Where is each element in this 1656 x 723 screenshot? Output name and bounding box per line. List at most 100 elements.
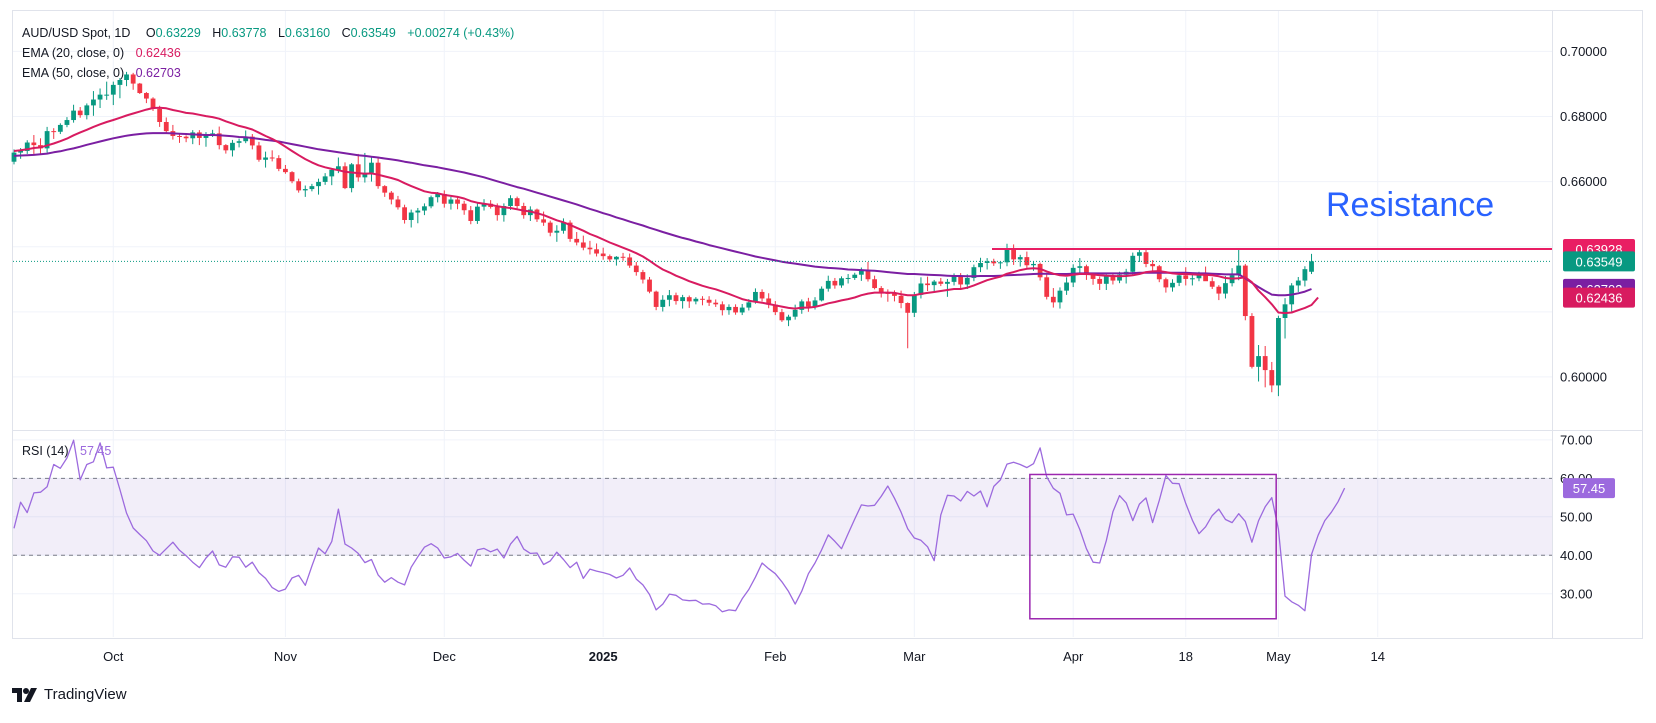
time-axis-tick-label: Oct [103, 649, 124, 664]
candle-body [514, 198, 520, 206]
candle-body [858, 270, 864, 275]
candle-body [342, 166, 348, 189]
candle-body [422, 206, 427, 211]
candle-body [236, 141, 242, 143]
candle-body [24, 142, 30, 151]
candle-body [455, 199, 460, 204]
candle-body [296, 181, 302, 191]
candle-body [918, 283, 924, 295]
candle-body [362, 172, 368, 178]
legend-close-value: 0.63549 [351, 26, 396, 40]
legend-high-label: H [212, 26, 221, 40]
candle-body [316, 181, 321, 187]
time-axis-tick-label: 18 [1179, 649, 1193, 664]
candle-body [11, 152, 17, 162]
candle-body [1017, 257, 1023, 260]
candle-body [839, 278, 844, 286]
candle-body [852, 274, 858, 278]
chart-frame [12, 10, 1643, 639]
candle-body [355, 164, 361, 178]
candle-body [435, 193, 441, 198]
candle-body [51, 131, 57, 133]
candle-body [627, 257, 633, 266]
rsi-line [13, 439, 1346, 613]
legend-ema50-value: 0.62703 [136, 66, 181, 80]
legend-ema20-value: 0.62436 [136, 46, 181, 60]
candle-body [633, 265, 639, 273]
candle-body [475, 206, 480, 221]
candle-body [832, 280, 838, 286]
candle-body [792, 309, 798, 317]
svg-text:EMA (20, close, 0) 0.6: EMA (20, close, 0) 0.62436 [22, 46, 181, 60]
tradingview-footer[interactable]: TradingView [12, 686, 127, 703]
price-axis-tick-label: 0.70000 [1560, 44, 1607, 59]
candle-body [925, 283, 930, 286]
candle-body [673, 295, 679, 302]
candle-body [806, 301, 811, 307]
rsi-axis-tick-label: 70.00 [1560, 432, 1593, 447]
candle-body [1176, 275, 1182, 283]
candle-body [216, 133, 222, 146]
close-price-tag: 0.63549 [1576, 254, 1623, 269]
candle-body [620, 256, 626, 258]
candle-body [878, 288, 884, 293]
candle-body [1223, 283, 1228, 294]
candle-body [97, 94, 103, 100]
candle-body [753, 291, 758, 303]
close-price-tag-bg [1563, 251, 1635, 272]
legend-rsi-label: RSI (14) [22, 444, 69, 458]
price-axis-tick-label: 0.66000 [1560, 174, 1607, 189]
candle-body [388, 192, 394, 200]
legend-high-value: 0.63778 [221, 26, 266, 40]
candle-body [1282, 304, 1288, 318]
candle-body [1077, 266, 1083, 268]
rsi-axis-tick-label: 40.00 [1560, 548, 1593, 563]
svg-text:AUD/USD Spot, 1D O0.63: AUD/USD Spot, 1D O0.63229 H0.63778 L0.63… [22, 26, 514, 40]
candle-body [263, 157, 268, 160]
candle-body [117, 80, 123, 85]
candle-body [911, 294, 917, 313]
candle-body [739, 307, 745, 313]
candle-body [898, 295, 904, 304]
legend-ema20-label: EMA (20, close, 0) [22, 46, 124, 60]
candle-body [1236, 265, 1242, 276]
candle-body [302, 189, 308, 191]
rsi-price-tag-bg [1563, 478, 1615, 499]
candle-body [428, 197, 434, 207]
tradingview-logo-icon [12, 687, 37, 702]
candle-body [1103, 275, 1109, 284]
candle-body [1137, 252, 1142, 256]
candle-body [905, 303, 911, 313]
candle-body [157, 108, 163, 122]
candle-body [1117, 274, 1122, 281]
candle-body [726, 306, 732, 311]
candle-body [402, 207, 407, 220]
candle-body [144, 93, 149, 99]
candle-body [1024, 257, 1030, 266]
candle-body [124, 74, 129, 80]
time-axis-tick-label: 14 [1370, 649, 1384, 664]
rsi-axis-tick-label: 30.00 [1560, 586, 1593, 601]
candle-body [1050, 296, 1056, 303]
candle-body [508, 198, 513, 206]
candle-body [719, 304, 725, 311]
candle-body [230, 142, 235, 151]
candle-body [746, 302, 752, 308]
candle-body [713, 302, 719, 305]
candle-body [1031, 263, 1036, 266]
candle-body [587, 247, 593, 250]
candle-body [547, 222, 553, 233]
ema50-line [13, 132, 1312, 297]
candle-body [931, 281, 937, 286]
candle-body [1269, 370, 1275, 386]
candle-body [892, 293, 897, 296]
candle-body [607, 256, 613, 260]
time-axis-tick-label: Apr [1063, 649, 1084, 664]
candle-body [64, 120, 70, 125]
candle-body [481, 203, 487, 207]
time-axis-tick-label: Mar [903, 649, 926, 664]
candle-body [84, 105, 90, 116]
candle-body [223, 145, 229, 151]
